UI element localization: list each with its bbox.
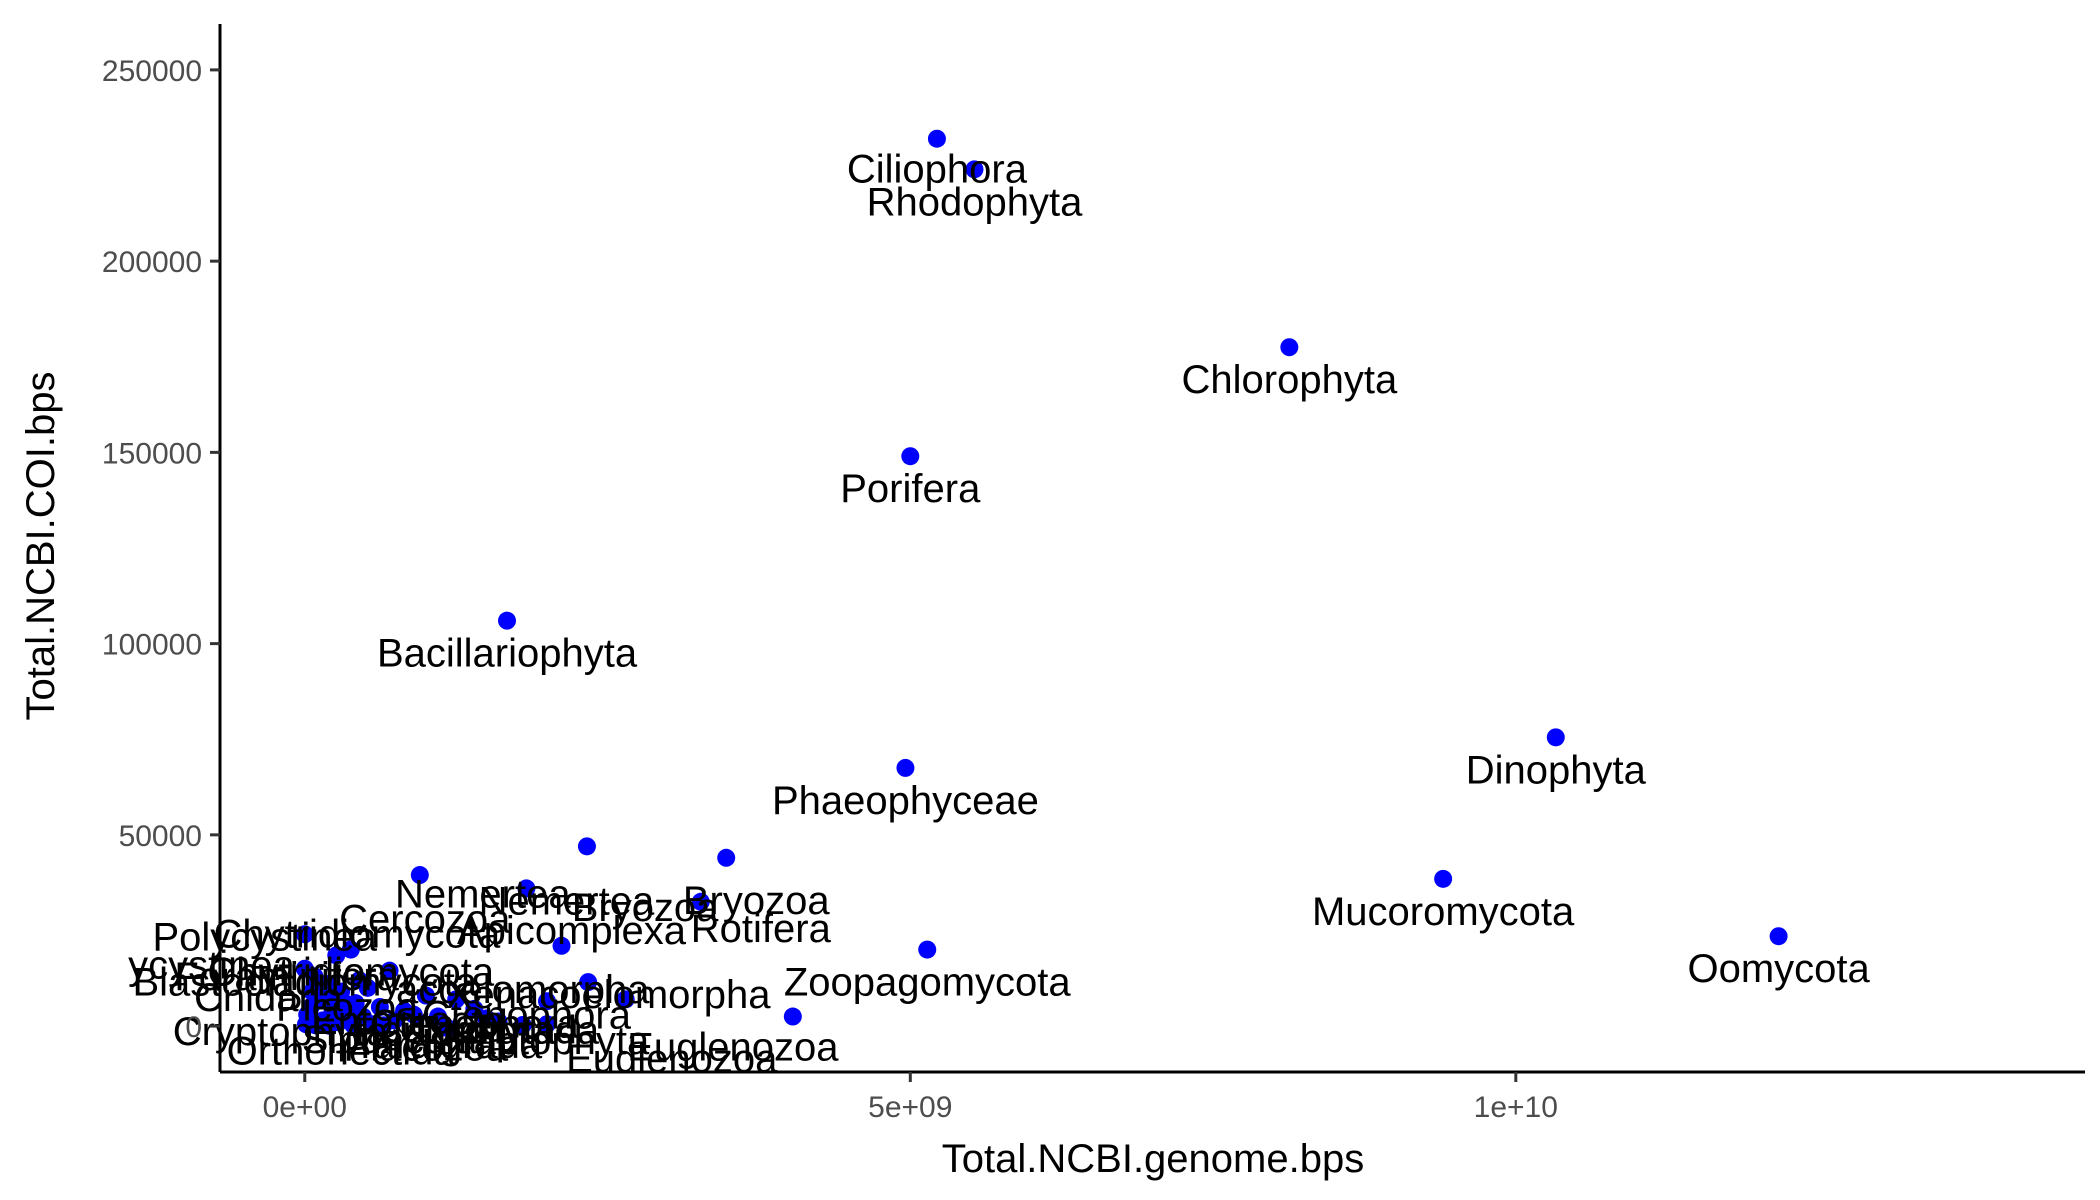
point-label: Phaeophyceae [772,779,1039,823]
point-label: Chlorophyta [1182,358,1398,402]
data-point [896,758,915,777]
x-tick-label: 5e+09 [868,1091,952,1124]
point-label: Tardigrada [410,1008,600,1052]
data-point [344,1015,363,1034]
data-point [1434,869,1453,888]
data-point [918,940,937,959]
data-point [537,1015,556,1034]
point-label: Mucoromycota [1312,890,1575,934]
data-point [513,1015,532,1034]
data-point [295,959,314,978]
point-label: Rotifera [691,907,832,951]
data-point [410,866,429,885]
point-label: Placozoa [344,1026,509,1070]
point-label: Ciliophora [847,148,1028,192]
point-label: Xenacoelomorpha [446,973,771,1017]
data-point [517,879,536,898]
data-point [350,971,369,990]
y-tick-label: 50000 [119,820,202,853]
point-label: Bryozoa [683,879,830,923]
point-label: Chytridiomycota [207,951,495,995]
data-point [498,611,517,630]
point-label: Dinophyta [1466,748,1647,792]
point-label: Cryptophyta [173,1010,389,1054]
data-point [327,946,346,965]
point-label: Porifera [840,467,981,511]
y-tick-label: 150000 [102,437,202,470]
data-point [579,973,598,992]
data-point [477,1009,496,1028]
data-point [537,992,556,1011]
point-label: Cercozoa [339,897,511,941]
data-point [298,1005,317,1024]
point-label: Foraminifera [174,955,399,999]
data-point [577,837,596,856]
point-label: Polycystinea [152,916,377,960]
data-point [783,1007,802,1026]
data-point [691,892,710,911]
data-point [965,160,984,179]
data-point [1546,728,1565,747]
point-label: Ctenophora [370,1003,580,1047]
data-point [416,986,435,1005]
x-axis-title: Total.NCBI.genome.bps [942,1137,1364,1181]
point-label: Sipuncula [302,1018,478,1062]
data-point [465,999,484,1018]
point-label: Bacillariophyta [377,632,638,676]
data-point [380,961,399,980]
point-label: Haptophyta [351,1008,556,1052]
point-label: Haptophyta [445,1019,650,1063]
point-label: Entoprocta [311,999,505,1043]
y-tick-label: 100000 [102,629,202,662]
point-label: Euglenozoa [566,1037,778,1081]
point-label: Nemertea [479,879,655,923]
data-point [404,1005,423,1024]
x-tick-label: 1e+10 [1474,1091,1558,1124]
data-point [901,447,920,466]
point-label: Rhodophyta [867,180,1083,224]
point-label: ycystinea [128,943,295,987]
point-label: Ctenophora [422,993,632,1037]
data-point [616,990,635,1009]
point-label: Orthonectida [227,1029,457,1073]
point-label: Zoopagomycota [784,961,1072,1005]
point-label: Oomycota [1687,947,1870,991]
point-label: Euglenozoa [627,1026,839,1070]
data-point [326,986,345,1005]
point-label: acoelomorpha [396,968,650,1012]
y-tick-label: 0 [185,1011,202,1044]
x-tick-label: 0e+00 [263,1091,347,1124]
y-axis-title: Total.NCBI.COI.bps [19,371,63,720]
axes: 0 50000 100000 150000 200000 250000 0e+00 5e+09… [102,24,2085,1124]
point-label: Apicomplexa [457,909,687,953]
data-point [303,982,322,1001]
point-label: Nemertea [395,873,571,917]
data-point [319,1016,338,1035]
y-tick-label: 200000 [102,246,202,279]
data-point [374,1016,393,1035]
point-label: Blastocladiomycota [132,961,477,1005]
data-point [1769,927,1788,946]
data-point [295,925,314,944]
data-point [552,936,571,955]
data-point [370,997,389,1016]
data-point [1280,338,1299,357]
point-label: Bryozoa [572,886,719,930]
data-point [438,1019,457,1038]
point-label: Chytridiomycota [213,913,501,957]
point-label: Picozoa [276,985,419,1029]
data-point [341,940,360,959]
y-tick-label: 250000 [102,55,202,88]
data-point [717,848,736,867]
point-label: Tardigrada [353,1023,543,1067]
data-point [927,129,946,148]
data-point [447,990,466,1009]
